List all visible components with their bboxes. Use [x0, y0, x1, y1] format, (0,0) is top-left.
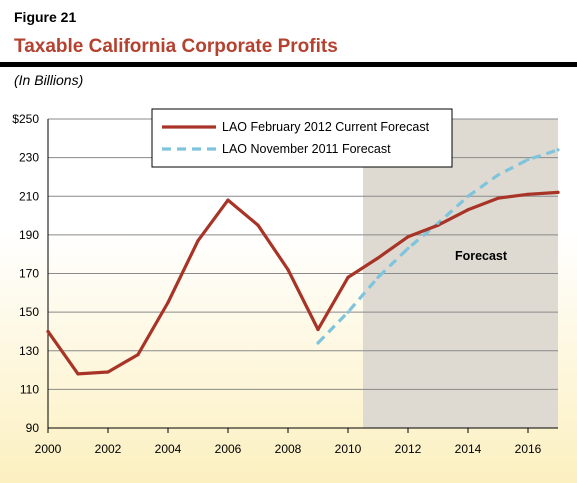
data-point-february-2012 [466, 208, 470, 212]
data-point-november-2011 [466, 194, 470, 198]
data-point-november-2011 [406, 246, 410, 250]
legend-label-november-2011: LAO November 2011 Forecast [222, 142, 391, 156]
data-point-february-2012 [136, 353, 140, 357]
y-tick-label: 230 [19, 151, 39, 165]
data-point-november-2011 [526, 157, 530, 162]
x-tick-label: 2006 [215, 442, 242, 456]
y-tick-label: 190 [19, 228, 39, 242]
data-point-february-2012 [526, 192, 530, 196]
data-point-february-2012 [346, 275, 350, 279]
data-point-february-2012 [256, 223, 260, 227]
x-tick-label: 2008 [275, 442, 302, 456]
data-point-november-2011 [316, 341, 320, 345]
y-tick-label: 170 [19, 267, 39, 281]
legend-label-february-2012: LAO February 2012 Current Forecast [222, 120, 430, 134]
y-tick-label: 130 [19, 344, 39, 358]
data-point-november-2011 [346, 310, 350, 314]
y-tick-label: $250 [12, 112, 39, 126]
y-tick-label: 210 [19, 189, 39, 203]
series-line-february-2012 [46, 190, 560, 376]
data-point-february-2012 [166, 300, 170, 305]
forecast-label: Forecast [455, 249, 508, 263]
data-point-february-2012 [106, 370, 110, 374]
data-point-november-2011 [436, 221, 440, 225]
data-point-february-2012 [376, 256, 380, 260]
legend-box [151, 108, 453, 168]
data-point-february-2012 [556, 190, 560, 194]
data-point-february-2012 [76, 372, 80, 376]
x-tick-label: 2016 [515, 442, 542, 456]
x-tick-label: 2004 [155, 442, 182, 456]
x-tick-label: 2010 [335, 442, 362, 456]
x-tick-label: 2012 [395, 442, 422, 456]
data-point-february-2012 [46, 329, 50, 334]
chart-subtitle: (In Billions) [14, 72, 84, 88]
chart-title: Taxable California Corporate Profits [14, 36, 338, 57]
data-point-february-2012 [496, 196, 500, 200]
title-divider [0, 62, 577, 67]
y-tick-label: 150 [19, 305, 39, 319]
data-point-february-2012 [286, 268, 290, 272]
y-tick-label: 90 [26, 421, 40, 435]
data-point-february-2012 [406, 235, 410, 239]
data-point-february-2012 [226, 198, 230, 202]
x-tick-label: 2014 [455, 442, 482, 456]
data-point-november-2011 [556, 148, 560, 152]
data-point-february-2012 [196, 239, 200, 243]
data-point-november-2011 [376, 275, 380, 279]
x-tick-label: 2000 [35, 442, 62, 456]
data-point-november-2011 [496, 173, 500, 177]
y-tick-label: 110 [20, 382, 39, 396]
x-tick-label: 2002 [95, 442, 122, 456]
figure-label: Figure 21 [14, 9, 77, 25]
data-point-february-2012 [316, 327, 320, 332]
